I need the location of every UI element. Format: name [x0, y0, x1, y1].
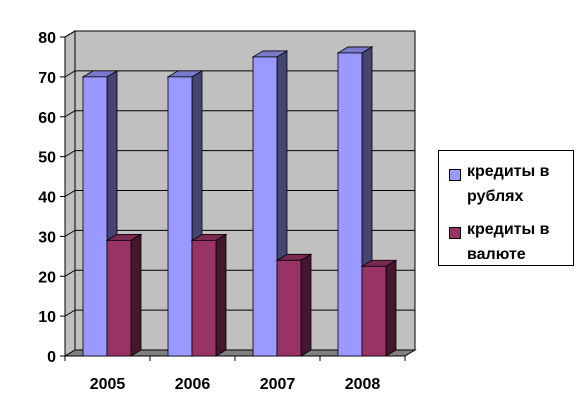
- y-tick-label: 20: [38, 269, 56, 286]
- bar-side: [130, 233, 142, 357]
- y-tick-label: 70: [38, 70, 56, 87]
- gridline: [64, 229, 415, 237]
- legend-swatch-rub: [449, 169, 461, 181]
- y-tick-label: 30: [38, 229, 56, 246]
- bar-fx-2006: [190, 233, 228, 357]
- bar-fx-2005: [105, 233, 143, 357]
- gridline: [64, 70, 415, 78]
- y-tick-label: 80: [38, 30, 56, 47]
- bar-side: [385, 259, 397, 357]
- gridline: [64, 30, 415, 38]
- bar-side: [300, 253, 312, 357]
- x-tick-label: 2007: [260, 376, 296, 393]
- bar-front: [252, 56, 278, 357]
- x-tick-label: 2008: [345, 376, 381, 393]
- gridline: [64, 190, 415, 197]
- x-axis-tick-labels: 2005 2006 2007 2008: [90, 376, 381, 393]
- bar-front: [167, 76, 193, 357]
- bar-front: [337, 52, 363, 357]
- bars: [81, 46, 398, 357]
- y-tick-label: 50: [38, 150, 56, 167]
- bar-fx-2008: [360, 259, 398, 357]
- bar-front: [82, 76, 108, 357]
- gridline: [64, 150, 415, 158]
- legend-swatch-fx: [449, 227, 461, 239]
- y-axis-tick-labels: 0 10 20 30 40 50 60 70 80: [38, 30, 56, 366]
- bar-front: [361, 265, 387, 357]
- y-tick-label: 10: [38, 309, 56, 326]
- y-tick-label: 0: [47, 349, 56, 366]
- bar-front: [191, 239, 217, 357]
- bar-front: [276, 259, 302, 357]
- x-tick-label: 2006: [175, 376, 211, 393]
- bar-side: [215, 233, 227, 357]
- legend-label-rub: кредиты в рублях: [467, 163, 550, 205]
- legend: кредиты в рублях кредиты в валюте: [438, 150, 574, 266]
- legend-label-fx: кредиты в валюте: [467, 221, 550, 263]
- gridlines: [64, 30, 415, 317]
- bar-front: [106, 239, 132, 357]
- y-tick-label: 60: [38, 110, 56, 127]
- x-tick-label: 2005: [90, 376, 126, 393]
- y-tick-label: 40: [38, 190, 56, 207]
- bar-fx-2007: [275, 253, 313, 357]
- gridline: [64, 110, 415, 118]
